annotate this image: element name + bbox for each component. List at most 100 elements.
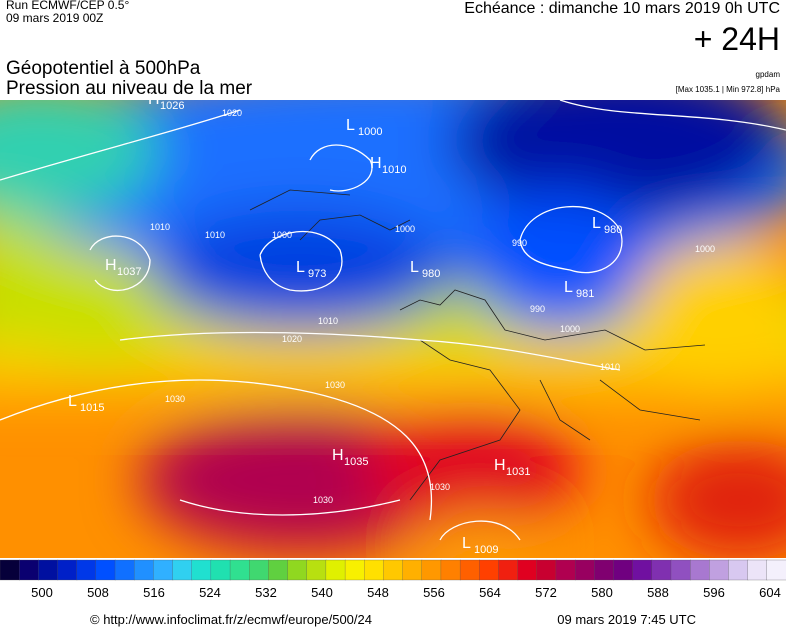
isobar-label: 990 bbox=[530, 304, 545, 314]
center-type: L bbox=[68, 393, 77, 410]
center-value: 1026 bbox=[160, 100, 184, 112]
colorbar-swatch bbox=[670, 559, 691, 581]
center-value: 1009 bbox=[474, 544, 498, 556]
colorbar-swatch bbox=[172, 559, 193, 581]
colorbar-swatch bbox=[728, 559, 749, 581]
colorbar-swatch bbox=[325, 559, 346, 581]
colorbar-swatch bbox=[517, 559, 538, 581]
isobar-label: 1030 bbox=[313, 495, 333, 505]
colorbar-swatch bbox=[689, 559, 710, 581]
isobar-label: 1010 bbox=[150, 222, 170, 232]
isobar-label: 1010 bbox=[205, 230, 225, 240]
center-value: 980 bbox=[604, 224, 622, 236]
colorbar-swatch bbox=[479, 559, 500, 581]
colorbar-swatch bbox=[766, 559, 786, 581]
colorbar-swatch bbox=[498, 559, 519, 581]
isobar-label: 1000 bbox=[560, 324, 580, 334]
title-line: Géopotentiel à 500hPa bbox=[6, 58, 201, 79]
map-field bbox=[0, 100, 786, 558]
colorbar-swatch bbox=[536, 559, 557, 581]
center-type: H bbox=[332, 447, 344, 464]
title-line: Pression au niveau de la mer bbox=[6, 78, 253, 99]
colorbar: 500 508 516 524 532 540 548 556 564 572 580 588 596 6… bbox=[0, 559, 786, 600]
colorbar-tick-label: 516 bbox=[143, 585, 165, 600]
footer-url: © http://www.infoclimat.fr/z/ecmwf/europ… bbox=[90, 612, 372, 627]
colorbar-tick-label: 500 bbox=[31, 585, 53, 600]
run-date: 09 mars 2019 00Z bbox=[6, 11, 103, 25]
colorbar-swatch bbox=[555, 559, 576, 581]
center-value: 1035 bbox=[344, 456, 368, 468]
center-type: H bbox=[494, 457, 506, 474]
colorbar-swatch bbox=[632, 559, 653, 581]
colorbar-swatch bbox=[651, 559, 672, 581]
isobar-label: 990 bbox=[512, 238, 527, 248]
center-type: H bbox=[370, 155, 382, 172]
colorbar-swatch bbox=[19, 559, 39, 581]
colorbar-swatch bbox=[38, 559, 59, 581]
colorbar-swatch bbox=[709, 559, 730, 581]
colorbar-swatch bbox=[191, 559, 212, 581]
isobar-label: 1030 bbox=[325, 380, 345, 390]
colorbar-swatch bbox=[440, 559, 461, 581]
colorbar-tick-label: 524 bbox=[199, 585, 221, 600]
center-type: L bbox=[346, 117, 355, 134]
colorbar-swatch bbox=[114, 559, 135, 581]
center-type: L bbox=[296, 259, 305, 276]
colorbar-swatch bbox=[229, 559, 250, 581]
center-value: 1015 bbox=[80, 402, 104, 414]
center-type: H bbox=[148, 91, 160, 108]
colorbar-tick-label: 548 bbox=[367, 585, 389, 600]
colorbar-swatch bbox=[459, 559, 480, 581]
colorbar-tick-label: 580 bbox=[591, 585, 613, 600]
isobar-label: 1030 bbox=[430, 482, 450, 492]
source: gpdam bbox=[756, 70, 781, 79]
isobar-label: 1020 bbox=[282, 334, 302, 344]
center-type: H bbox=[105, 257, 117, 274]
colorbar-swatch bbox=[0, 559, 20, 581]
colorbar-swatch bbox=[613, 559, 634, 581]
colorbar-swatch bbox=[249, 559, 270, 581]
isobar-label: 1000 bbox=[395, 224, 415, 234]
center-value: 1031 bbox=[506, 466, 530, 478]
colorbar-swatch bbox=[268, 559, 289, 581]
center-type: L bbox=[410, 259, 419, 276]
colorbar-swatch bbox=[402, 559, 423, 581]
colorbar-tick-label: 588 bbox=[647, 585, 669, 600]
lead-time: + 24H bbox=[694, 21, 780, 57]
footer-time: 09 mars 2019 7:45 UTC bbox=[557, 612, 696, 627]
center-value: 1000 bbox=[358, 126, 382, 138]
colorbar-tick-label: 540 bbox=[311, 585, 333, 600]
center-value: 1037 bbox=[117, 266, 141, 278]
colorbar-tick-label: 596 bbox=[703, 585, 725, 600]
echeance: Echéance : dimanche 10 mars 2019 0h UTC bbox=[464, 0, 780, 17]
colorbar-swatch bbox=[364, 559, 385, 581]
colorbar-swatch bbox=[287, 559, 308, 581]
center-type: L bbox=[462, 535, 471, 552]
colorbar-swatch bbox=[134, 559, 155, 581]
isobar-label: 1010 bbox=[318, 316, 338, 326]
colorbar-tick-label: 604 bbox=[759, 585, 781, 600]
colorbar-swatch bbox=[574, 559, 595, 581]
colorbar-tick-label: 572 bbox=[535, 585, 557, 600]
colorbar-swatch bbox=[306, 559, 327, 581]
range: [Max 1035.1 | Min 972.8] hPa bbox=[676, 85, 781, 94]
isobar-label: 1000 bbox=[695, 244, 715, 254]
colorbar-swatch bbox=[747, 559, 768, 581]
colorbar-swatch bbox=[383, 559, 404, 581]
colorbar-swatch bbox=[421, 559, 442, 581]
run-label: Run ECMWF/CEP 0.5° bbox=[6, 0, 129, 12]
colorbar-swatch bbox=[95, 559, 116, 581]
colorbar-tick-label: 556 bbox=[423, 585, 445, 600]
isobar-label: 1020 bbox=[222, 108, 242, 118]
colorbar-swatch bbox=[76, 559, 97, 581]
center-value: 1010 bbox=[382, 164, 406, 176]
center-type: L bbox=[564, 279, 573, 296]
colorbar-swatch bbox=[594, 559, 615, 581]
colorbar-tick-label: 564 bbox=[479, 585, 501, 600]
colorbar-swatch bbox=[344, 559, 365, 581]
center-type: L bbox=[592, 215, 601, 232]
colorbar-swatch bbox=[210, 559, 231, 581]
